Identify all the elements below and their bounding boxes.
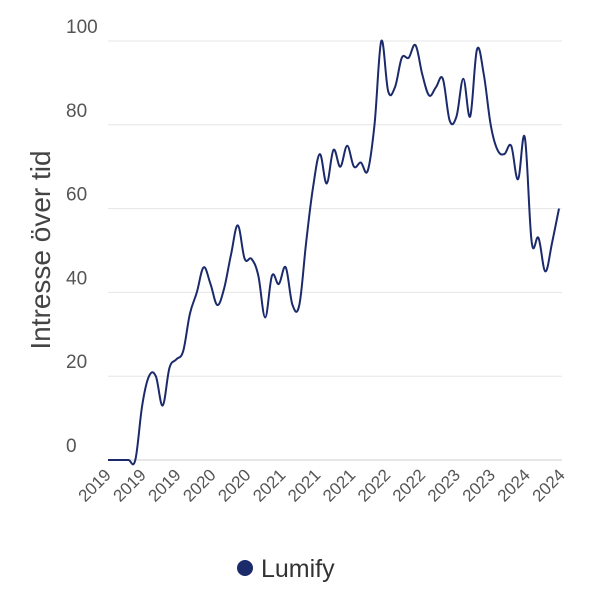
grid-lines (108, 40, 562, 461)
y-tick-label: 100 (66, 17, 98, 38)
y-tick-label: 20 (66, 352, 87, 373)
x-tick-label: 2023 (459, 465, 499, 505)
x-tick-label: 2024 (494, 465, 534, 505)
y-axis-ticks: 0 20 40 60 80 100 (66, 17, 98, 457)
legend-marker (237, 560, 253, 576)
x-tick-label: 2022 (354, 465, 394, 505)
y-tick-label: 40 (66, 268, 87, 289)
x-tick-label: 2021 (284, 465, 324, 505)
x-tick-label: 2023 (424, 465, 464, 505)
y-tick-label: 80 (66, 101, 87, 122)
x-tick-label: 2020 (179, 465, 219, 505)
series-line-lumify (107, 39, 560, 466)
x-tick-label: 2021 (249, 465, 289, 505)
y-axis-label: Intresse över tid (25, 150, 56, 349)
x-tick-label: 2019 (144, 465, 184, 505)
legend: Lumify (237, 555, 335, 583)
y-tick-label: 60 (66, 185, 87, 206)
y-tick-label: 0 (66, 436, 77, 457)
x-tick-label: 2019 (110, 465, 150, 505)
x-tick-label: 2022 (389, 465, 429, 505)
x-tick-label: 2021 (319, 465, 359, 505)
x-tick-label: 2024 (529, 465, 569, 505)
legend-label: Lumify (261, 555, 335, 583)
x-axis-ticks: 2019201920192020202020212021202120222022… (75, 465, 569, 505)
x-tick-label: 2020 (214, 465, 254, 505)
x-tick-label: 2019 (75, 465, 115, 505)
